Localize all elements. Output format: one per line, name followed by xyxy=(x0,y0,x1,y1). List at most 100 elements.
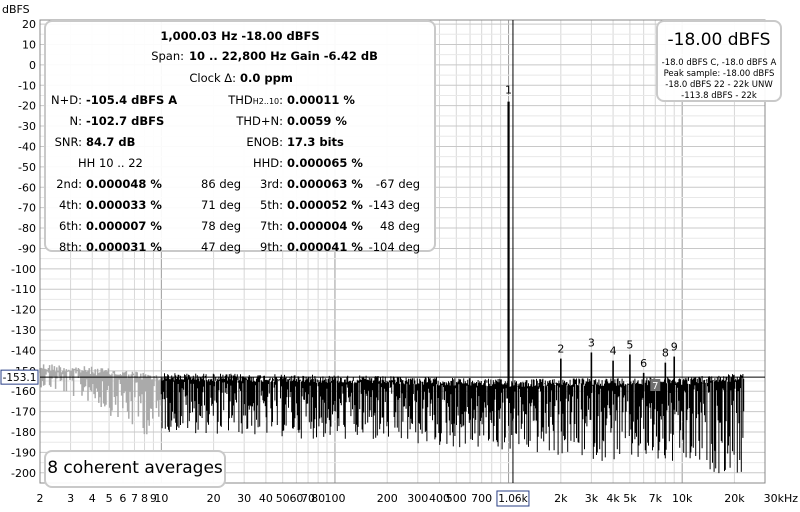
harmonic-level-value: 0.000041 % xyxy=(287,240,363,254)
below-span-noise xyxy=(39,364,162,435)
noise-floor-trace xyxy=(160,373,745,474)
cursor-y-readout-box xyxy=(0,369,39,385)
y-tick-label: -40 xyxy=(18,140,36,153)
x-axis-unit-label: 30kHz xyxy=(764,492,799,505)
level-line: -113.8 dBFS - 22k xyxy=(681,91,757,101)
x-tick-label: 700 xyxy=(471,492,492,505)
harmonic-row: 4th: 0.000033 % 71 deg 5th: 0.000052 % -143 d… xyxy=(46,195,434,215)
nd-label: N+D: xyxy=(51,93,82,107)
harmonic-level-value: 0.000007 % xyxy=(86,219,162,233)
thdn-label: THD+N: xyxy=(236,114,283,128)
x-tick-label: 80 xyxy=(311,492,325,505)
y-tick-label: -80 xyxy=(18,222,36,235)
harmonic-level-value: 0.000048 % xyxy=(86,177,162,191)
below-span-noise-trace xyxy=(39,364,162,435)
x-tick-label: 9 xyxy=(150,492,157,505)
x-tick-label: 60 xyxy=(289,492,303,505)
y-tick-label: -90 xyxy=(18,242,36,255)
y-tick-label: -170 xyxy=(11,406,36,419)
x-tick-label: 40 xyxy=(259,492,273,505)
harmonic-level-value: 0.000004 % xyxy=(287,219,363,233)
x-tick-label: 4k xyxy=(606,492,620,505)
x-tick-label: 5k xyxy=(623,492,637,505)
harmonic-row: 8th: 0.000031 % 47 deg 9th: 0.000041 % -104 d… xyxy=(46,237,434,257)
snr-label: SNR: xyxy=(54,135,82,149)
hhd-value: 0.000065 % xyxy=(287,156,363,170)
harmonic-label-box xyxy=(650,379,661,392)
y-tick-label: -120 xyxy=(11,304,36,317)
nd-value: -105.4 dBFS A xyxy=(86,93,178,107)
n-label: N: xyxy=(69,114,82,128)
harmonic-order-label: 5th: xyxy=(260,198,283,212)
level-line: -18.0 dBFS C, -18.0 dBFS A xyxy=(661,58,777,68)
x-tick-label: 200 xyxy=(377,492,398,505)
cursor[interactable]: -153.1 1.06k xyxy=(0,20,765,507)
y-tick-label: -60 xyxy=(18,181,36,194)
x-tick-label: 7k xyxy=(649,492,663,505)
harmonic-order-label: 8th: xyxy=(59,240,82,254)
y-tick-label: -10 xyxy=(18,79,36,92)
cursor-x-readout-box xyxy=(496,490,530,507)
x-tick-label: 50 xyxy=(276,492,290,505)
cursor-x-readout: 1.06k xyxy=(498,493,528,505)
harmonic-phase-value: -104 deg xyxy=(368,240,420,254)
y-tick-label: -100 xyxy=(11,263,36,276)
averages-panel[interactable]: 8 coherent averages xyxy=(44,450,226,488)
clock-label: Clock Δ: xyxy=(189,71,236,85)
fundamental-readout: 1,000.03 Hz -18.00 dBFS xyxy=(160,29,320,43)
level-line: Peak sample: -18.00 dBFS xyxy=(663,69,775,79)
x-tick-label: 100 xyxy=(324,492,345,505)
y-tick-label: 10 xyxy=(22,38,36,51)
x-tick-label: 30 xyxy=(237,492,251,505)
y-tick-label: -30 xyxy=(18,120,36,133)
harmonic-order-label: 3rd: xyxy=(259,177,283,191)
x-tick-label: 20k xyxy=(724,492,745,505)
y-tick-label: -20 xyxy=(18,100,36,113)
harmonic-phase-value: 71 deg xyxy=(201,198,241,212)
harmonic-label: 2 xyxy=(557,343,564,356)
y-tick-label: 0 xyxy=(29,59,36,72)
fundamental-label: 1 xyxy=(505,84,512,97)
harmonic-label: 8 xyxy=(662,347,669,360)
measurement-panel[interactable]: 1,000.03 Hz -18.00 dBFS Span: 10 .. 22,8… xyxy=(44,20,436,254)
y-tick-label: -70 xyxy=(18,202,36,215)
snr-value: 84.7 dB xyxy=(86,135,136,149)
noise-floor xyxy=(160,373,745,474)
level-main-readout: -18.00 dBFS xyxy=(667,30,771,50)
x-tick-label: 500 xyxy=(446,492,467,505)
harmonic-label: 6 xyxy=(640,357,647,370)
span-value: 10 .. 22,800 Hz Gain -6.42 dB xyxy=(189,49,378,63)
hh-range-label: HH 10 .. 22 xyxy=(78,156,143,170)
x-tick-label: 3 xyxy=(67,492,74,505)
harmonic-row: 6th: 0.000007 % 78 deg 7th: 0.000004 % 48 deg xyxy=(46,216,434,236)
y-tick-label: -160 xyxy=(11,385,36,398)
harmonic-level-value: 0.000033 % xyxy=(86,198,162,212)
harmonic-order-label: 7th: xyxy=(260,219,283,233)
harmonic-phase-value: -143 deg xyxy=(368,198,420,212)
harmonic-level-value: 0.000063 % xyxy=(287,177,363,191)
harmonic-order-label: 4th: xyxy=(59,198,82,212)
x-tick-label: 400 xyxy=(429,492,450,505)
enob-label: ENOB: xyxy=(246,135,283,149)
harmonic-label: 7 xyxy=(652,381,658,392)
level-meter-panel[interactable]: -18.00 dBFS -18.0 dBFS C, -18.0 dBFS A P… xyxy=(656,20,782,102)
x-tick-label: 70 xyxy=(301,492,315,505)
y-tick-label: -200 xyxy=(11,467,36,480)
harmonic-phase-value: 78 deg xyxy=(201,219,241,233)
harmonic-label: 4 xyxy=(610,345,617,358)
harmonic-label: 9 xyxy=(671,341,678,354)
x-tick-label: 20 xyxy=(207,492,221,505)
span-label: Span: xyxy=(151,49,184,63)
x-tick-label: 4 xyxy=(89,492,96,505)
x-tick-label: 2k xyxy=(554,492,568,505)
x-tick-label: 300 xyxy=(407,492,428,505)
thdn-value: 0.0059 % xyxy=(287,114,347,128)
harmonic-row: 2nd: 0.000048 % 86 deg 3rd: 0.000063 % -67 de… xyxy=(46,174,434,194)
harmonic-order-label: 6th: xyxy=(59,219,82,233)
harmonic-level-value: 0.000052 % xyxy=(287,198,363,212)
n-value: -102.7 dBFS xyxy=(86,114,165,128)
x-tick-label: 10k xyxy=(672,492,693,505)
y-axis-label: dBFS xyxy=(2,3,30,16)
harmonic-phase-value: 86 deg xyxy=(201,177,241,191)
level-line: -18.0 dBFS 22 - 22k UNW xyxy=(665,80,773,90)
